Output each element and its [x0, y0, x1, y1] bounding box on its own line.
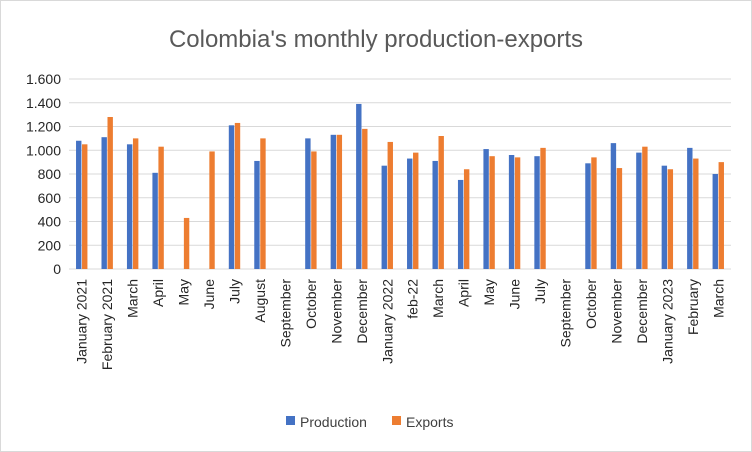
- bar-exports: [540, 147, 546, 269]
- x-tick-label: February: [685, 279, 701, 335]
- bar-production: [534, 156, 540, 269]
- bar-production: [687, 147, 693, 269]
- bar-production: [457, 179, 464, 269]
- bar-production: [610, 143, 617, 269]
- x-tick-label: April: [456, 279, 472, 307]
- legend-swatch-production: [286, 416, 295, 425]
- x-tick-label: July: [532, 279, 548, 304]
- y-axis-tick-labels: 0 200 400 600 800 1.000 1.200 1.400 1.600: [26, 71, 61, 277]
- x-tick-label: March: [710, 279, 726, 318]
- x-axis-tick-labels: January 2021 February 2021 March April May Ju…: [74, 279, 727, 370]
- bar-production: [712, 174, 718, 269]
- legend-label-production: Production: [300, 414, 367, 430]
- bar-exports: [642, 146, 648, 269]
- x-tick-label: December: [634, 279, 650, 344]
- x-tick-label: August: [252, 279, 268, 323]
- bar-production: [432, 160, 438, 269]
- x-tick-label: March: [125, 279, 141, 318]
- y-tick-label: 200: [38, 237, 62, 253]
- x-tick-label: November: [328, 279, 344, 344]
- bar-production: [508, 155, 515, 269]
- legend-swatch-exports: [392, 416, 401, 425]
- x-tick-label: October: [303, 279, 319, 329]
- bar-exports: [336, 134, 343, 269]
- bar-exports: [591, 157, 597, 269]
- bar-exports: [693, 158, 699, 269]
- bar-exports: [489, 156, 495, 269]
- grid-lines: [69, 78, 731, 270]
- y-tick-label: 0: [53, 261, 61, 277]
- bar-exports: [82, 144, 88, 269]
- y-tick-label: 400: [38, 214, 62, 230]
- x-tick-label: June: [201, 279, 217, 310]
- x-tick-label: March: [430, 279, 446, 318]
- bar-exports: [183, 217, 190, 269]
- bar-exports: [616, 168, 623, 269]
- bar-production: [356, 103, 362, 269]
- y-tick-label: 1.200: [26, 119, 61, 135]
- bar-production: [330, 134, 337, 269]
- y-tick-label: 600: [38, 190, 62, 206]
- y-tick-label: 1.000: [26, 142, 61, 158]
- bar-production: [126, 144, 133, 269]
- bar-exports: [718, 162, 724, 269]
- bar-production: [254, 160, 260, 269]
- x-tick-label: December: [354, 279, 370, 344]
- bar-exports: [514, 157, 521, 269]
- bar-production: [407, 158, 413, 269]
- bar-exports: [158, 146, 164, 269]
- bar-exports: [260, 138, 266, 269]
- bar-production: [661, 165, 668, 269]
- bar-production: [381, 165, 387, 269]
- bar-exports: [234, 122, 241, 269]
- y-tick-label: 1.600: [26, 71, 61, 87]
- x-tick-label: April: [150, 279, 166, 307]
- x-tick-label: feb-22: [405, 279, 421, 319]
- bar-production: [483, 149, 489, 269]
- y-tick-label: 800: [38, 166, 62, 182]
- bar-exports: [413, 152, 419, 269]
- x-tick-label: September: [277, 279, 293, 348]
- x-tick-label: May: [176, 279, 192, 305]
- x-tick-label: January 2022: [379, 279, 395, 364]
- bars: [76, 103, 724, 269]
- bar-production: [305, 138, 311, 269]
- x-tick-label: November: [608, 279, 624, 344]
- bar-exports: [387, 141, 393, 269]
- x-tick-label: February 2021: [99, 279, 115, 370]
- bar-production: [76, 140, 82, 269]
- bar-production: [636, 152, 642, 269]
- bar-exports: [132, 138, 139, 269]
- chart-title: Colombia's monthly production-exports: [169, 26, 583, 53]
- bar-exports: [463, 169, 470, 269]
- bar-exports: [667, 169, 674, 269]
- bar-production: [152, 172, 158, 269]
- legend: Production Exports: [286, 414, 453, 430]
- x-tick-label: October: [583, 279, 599, 329]
- x-tick-label: January 2021: [74, 279, 90, 364]
- bar-exports: [209, 151, 215, 269]
- x-tick-label: June: [507, 279, 523, 310]
- bar-production: [228, 125, 235, 269]
- bar-exports: [311, 151, 317, 269]
- x-tick-label: May: [481, 279, 497, 305]
- x-tick-label: July: [227, 279, 243, 304]
- y-tick-label: 1.400: [26, 95, 61, 111]
- bar-production: [101, 137, 107, 269]
- legend-label-exports: Exports: [406, 414, 453, 430]
- bar-exports: [107, 117, 113, 269]
- x-tick-label: January 2023: [659, 279, 675, 364]
- bar-exports: [438, 136, 444, 269]
- x-tick-label: September: [558, 279, 574, 348]
- bar-production: [585, 163, 591, 269]
- bar-exports: [362, 128, 368, 269]
